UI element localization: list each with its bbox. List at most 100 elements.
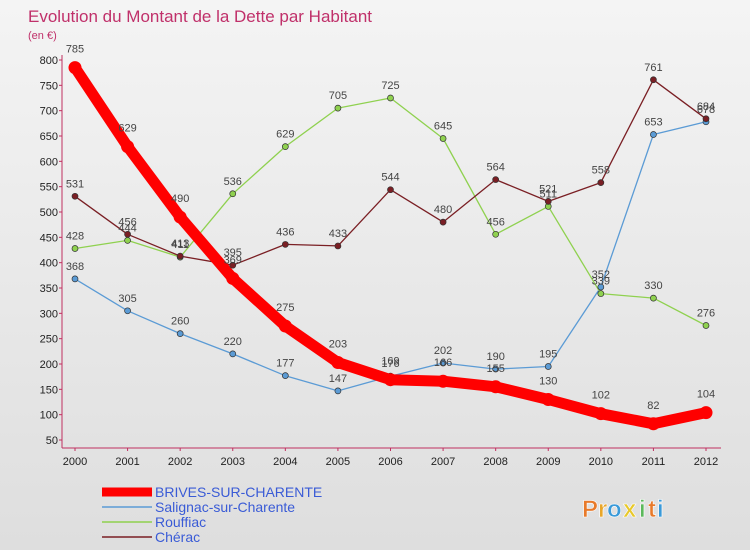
data-label: 456	[486, 216, 504, 228]
data-label: 190	[486, 351, 504, 363]
data-point	[121, 140, 135, 154]
data-label: 705	[329, 90, 347, 102]
data-label: 678	[697, 104, 715, 116]
x-tick-label: 2004	[273, 456, 297, 468]
data-point	[281, 241, 289, 248]
data-point	[68, 61, 82, 75]
logo-letter: x	[623, 496, 637, 523]
data-label: 276	[697, 307, 715, 319]
data-point	[229, 261, 237, 269]
data-label: 102	[592, 390, 610, 402]
y-tick-label: 350	[40, 283, 58, 295]
data-label: 531	[66, 178, 84, 190]
y-tick-label: 550	[40, 182, 58, 194]
logo-letter: P	[582, 496, 598, 523]
legend-label: BRIVES-SUR-CHARENTE	[155, 484, 322, 500]
data-point	[71, 192, 79, 200]
data-point	[334, 242, 342, 250]
data-point	[384, 373, 397, 387]
data-point	[226, 271, 240, 285]
data-label: 725	[381, 80, 399, 92]
y-tick-label: 400	[40, 258, 58, 270]
legend: BRIVES-SUR-CHARENTESalignac-sur-Charente…	[102, 484, 322, 545]
data-label: 220	[224, 336, 242, 348]
data-label: 395	[224, 247, 242, 259]
data-point	[278, 319, 292, 333]
data-label: 104	[697, 389, 715, 401]
data-point	[71, 245, 79, 252]
y-tick-label: 450	[40, 232, 58, 244]
data-label: 558	[592, 165, 610, 177]
data-label: 653	[644, 116, 662, 128]
data-label: 480	[434, 204, 452, 216]
data-label: 436	[276, 226, 294, 238]
x-tick-label: 2000	[63, 456, 87, 468]
data-label: 177	[276, 358, 294, 370]
x-tick-label: 2011	[642, 456, 666, 468]
series-lines	[69, 62, 712, 430]
data-point	[281, 143, 289, 150]
data-point	[699, 406, 713, 420]
legend-label: Rouffiac	[155, 514, 206, 530]
data-label: 645	[434, 121, 452, 133]
data-label: 411	[171, 239, 189, 251]
y-tick-label: 800	[40, 55, 58, 67]
data-label: 305	[118, 293, 136, 305]
data-point	[650, 131, 657, 138]
data-point	[176, 330, 184, 337]
data-point	[173, 210, 187, 224]
data-point	[124, 230, 131, 238]
data-point	[334, 104, 342, 112]
data-point	[650, 294, 657, 302]
data-label: 82	[647, 400, 659, 412]
y-tick-label: 500	[40, 207, 58, 219]
y-tick-label: 300	[40, 308, 58, 320]
data-label: 544	[381, 172, 399, 184]
chart-title: Evolution du Montant de la Dette par Hab…	[28, 7, 372, 26]
data-label: 433	[329, 228, 347, 240]
data-point	[71, 275, 79, 283]
data-point	[544, 198, 552, 205]
data-label: 339	[592, 276, 610, 288]
y-tick-label: 750	[40, 80, 58, 92]
data-label: 369	[224, 254, 242, 266]
data-point	[281, 372, 289, 380]
logo-letter: t	[648, 496, 656, 523]
data-labels: 368 305 260 220 177 147 176 202 190 195 352 653 678 4…	[66, 44, 715, 412]
data-label: 176	[381, 358, 399, 370]
data-label: 368	[66, 261, 84, 273]
y-tick-label: 150	[40, 384, 58, 396]
data-label: 428	[66, 230, 84, 242]
data-point	[229, 350, 237, 358]
x-tick-label: 2008	[483, 456, 507, 468]
data-point	[387, 186, 394, 194]
y-tick-label: 700	[40, 106, 58, 118]
x-tick-label: 2010	[589, 456, 613, 468]
data-label: 202	[434, 345, 452, 357]
data-label: 564	[486, 162, 504, 174]
data-point	[334, 387, 342, 395]
axes: 50 100 150 200 250 300 350 400 450 500 550 600 650 70…	[40, 55, 721, 468]
data-point	[492, 365, 500, 373]
data-label: 147	[329, 373, 347, 385]
legend-label: Salignac-sur-Charente	[155, 499, 295, 515]
data-point	[176, 252, 184, 260]
data-point	[489, 380, 503, 394]
data-point	[229, 190, 237, 198]
x-tick-label: 2005	[326, 456, 350, 468]
data-label: 785	[66, 44, 84, 56]
data-label: 169	[381, 356, 399, 368]
data-label: 203	[329, 338, 347, 350]
data-point	[387, 94, 394, 102]
y-tick-label: 100	[40, 410, 58, 422]
data-label: 275	[276, 302, 294, 314]
logo-letter: i	[657, 496, 664, 523]
data-label: 511	[539, 188, 557, 200]
data-point	[541, 392, 555, 406]
data-point	[124, 237, 131, 244]
data-label: 130	[539, 375, 557, 387]
logo-letter: o	[607, 496, 622, 523]
